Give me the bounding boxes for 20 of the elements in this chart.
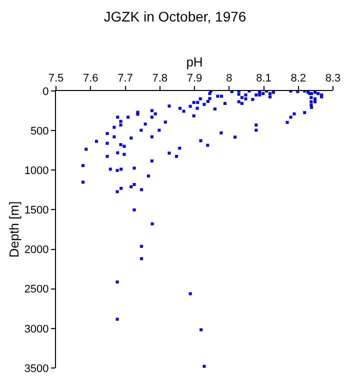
- x-tick-label: 7.6: [82, 72, 98, 85]
- y-tick-label: 500: [30, 125, 49, 138]
- chart-title: JGZK in October, 1976: [104, 8, 246, 24]
- y-tick-label: 2500: [24, 284, 49, 296]
- y-tick-label: 1500: [24, 204, 49, 217]
- y-axis-title: Depth [m]: [6, 201, 22, 258]
- x-tick-label: 8.3: [325, 72, 341, 85]
- y-tick-label: 3000: [24, 323, 49, 336]
- x-tick-label: 8: [226, 72, 232, 85]
- x-tick-label: 7.8: [152, 72, 168, 85]
- x-tick-label: 8.1: [256, 72, 272, 85]
- x-tick-label: 8.2: [290, 72, 306, 85]
- x-tick-label: 7.5: [48, 72, 64, 85]
- y-tick-label: 3500: [24, 362, 49, 375]
- y-tick-label: 0: [42, 86, 49, 98]
- y-tick-label: 2000: [24, 244, 49, 256]
- x-tick-label: 7.7: [118, 72, 133, 85]
- y-tick-label: 1000: [24, 164, 49, 177]
- x-axis-title: pH: [186, 54, 203, 70]
- x-tick-label: 7.9: [186, 72, 202, 85]
